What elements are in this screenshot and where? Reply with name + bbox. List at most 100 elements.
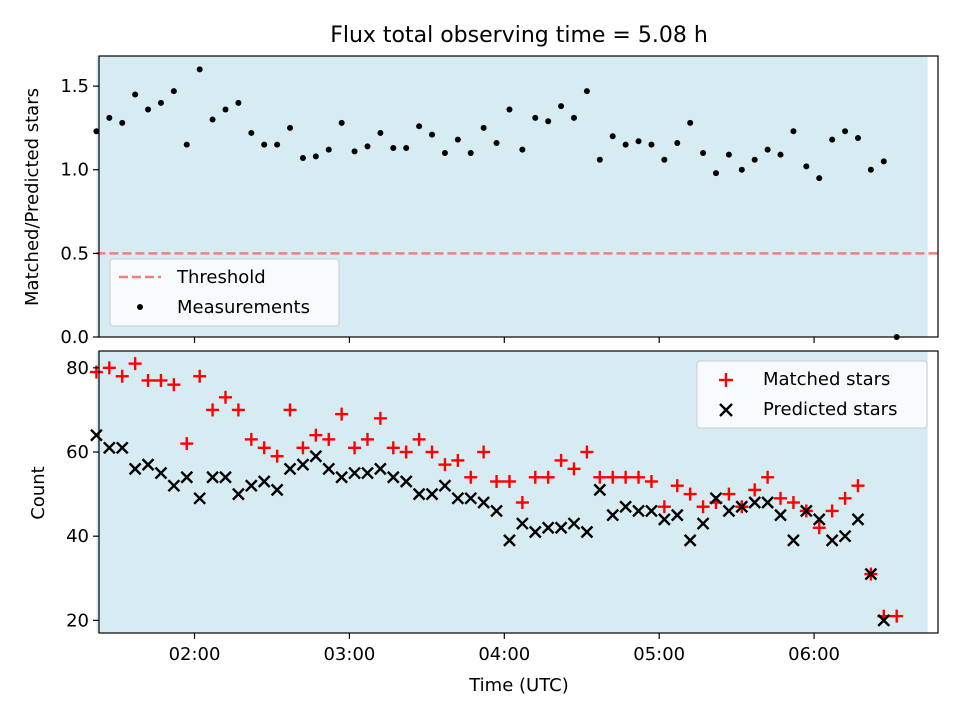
predicted-star-point [645, 504, 658, 518]
predicted-star-point [128, 462, 142, 476]
matched-star-point [464, 470, 478, 484]
measurement-point [364, 143, 371, 150]
predicted-star-point [619, 500, 632, 514]
measurement-point [480, 124, 487, 131]
matched-star-point [412, 432, 426, 446]
measurement-point [867, 166, 874, 173]
predicted-star-point [464, 491, 478, 505]
matched-star-point [606, 470, 620, 484]
predicted-star-point [412, 487, 426, 501]
measurement-point [674, 139, 681, 146]
predicted-star-point [296, 458, 310, 471]
y-tick-label: 1.5 [60, 76, 89, 97]
matched-star-point [619, 470, 633, 484]
matched-star-point [748, 483, 762, 497]
matched-star-point [567, 462, 581, 476]
x-tick-label: 02:00 [169, 644, 221, 665]
matched-star-point [515, 496, 529, 510]
predicted-star-point [812, 513, 826, 526]
predicted-star-point [206, 470, 219, 484]
predicted-star-point [219, 470, 232, 484]
matched-star-point [231, 403, 245, 417]
legend-predicted-label: Predicted stars [763, 399, 897, 420]
predicted-star-point [115, 441, 129, 455]
predicted-star-point [838, 529, 852, 543]
matched-star-point [786, 496, 800, 510]
predicted-star-point [877, 614, 891, 627]
measurement-point [441, 150, 448, 157]
top-panel: 0.0 0.5 1.0 1.5 Matched/Predicted stars Thr… [22, 55, 939, 348]
predicted-star-point [528, 525, 542, 539]
measurement-point [738, 166, 745, 173]
measurement-point [571, 114, 578, 121]
matched-star-point [632, 470, 646, 484]
matched-star-point [502, 474, 516, 488]
matched-star-point [696, 500, 710, 514]
matched-star-point [477, 445, 491, 459]
predicted-star-point [593, 483, 607, 497]
bottom-legend: Matched stars Predicted stars [696, 360, 928, 429]
matched-star-point [541, 470, 555, 484]
predicted-star-point [322, 462, 336, 476]
predicted-star-point [102, 441, 116, 455]
top-y-axis-label: Matched/Predicted stars [22, 88, 43, 306]
predicted-star-point [658, 513, 671, 526]
predicted-star-point [748, 496, 762, 509]
predicted-star-point [335, 470, 349, 484]
measurement-point [325, 146, 332, 153]
matched-star-point [335, 407, 349, 421]
measurement-point [351, 148, 358, 155]
predicted-star-point [180, 470, 194, 484]
predicted-star-point [851, 513, 865, 526]
matched-star-point [348, 441, 362, 455]
measurement-point [558, 103, 565, 110]
y-tick-label: 40 [66, 526, 89, 547]
x-tick-label: 03:00 [323, 644, 375, 665]
measurement-point [648, 141, 655, 148]
predicted-stars-points [90, 428, 891, 627]
legend-predicted-swatch [719, 403, 733, 417]
measurement-point [261, 141, 268, 148]
predicted-star-point [709, 491, 723, 505]
y-tick-label: 0.5 [60, 243, 89, 264]
measurement-point [803, 163, 810, 170]
measurement-point [390, 144, 397, 151]
bottom-x-ticks: 02:00 03:00 04:00 05:00 06:00 [169, 633, 840, 665]
predicted-star-point [283, 462, 297, 476]
bottom-axes-frame [98, 350, 939, 634]
y-tick-label: 20 [66, 610, 89, 631]
predicted-star-point [451, 491, 465, 505]
matched-star-point [386, 441, 400, 455]
matched-star-point [438, 458, 452, 472]
top-axes-frame [98, 55, 939, 338]
predicted-star-point [567, 517, 581, 530]
measurement-point [519, 146, 526, 153]
predicted-star-point [696, 517, 710, 530]
measurement-point [403, 144, 410, 151]
predicted-star-point [503, 534, 516, 547]
predicted-star-point [761, 496, 774, 509]
matched-star-point [206, 403, 220, 417]
legend-matched-swatch [719, 373, 733, 387]
matched-star-point [722, 487, 736, 501]
measurement-point [700, 150, 707, 157]
matched-star-point [554, 453, 568, 467]
predicted-star-point [774, 508, 787, 522]
predicted-star-point [90, 428, 103, 442]
measurement-point [635, 138, 642, 145]
legend-matched-label: Matched stars [763, 369, 890, 390]
matched-star-point [373, 411, 387, 425]
matched-star-point [167, 378, 181, 392]
measurement-point [429, 131, 436, 138]
legend-measurements-swatch [137, 304, 143, 310]
top-x-ticks [193, 337, 815, 343]
matched-star-point [812, 521, 826, 535]
chart-title: Flux total observing time = 5.08 h [330, 23, 708, 48]
predicted-star-point [361, 466, 374, 480]
measurement-point [209, 116, 216, 123]
measurement-point [157, 99, 164, 106]
measurement-point [816, 175, 823, 182]
matched-star-point [102, 361, 116, 375]
matched-star-point [322, 432, 336, 446]
